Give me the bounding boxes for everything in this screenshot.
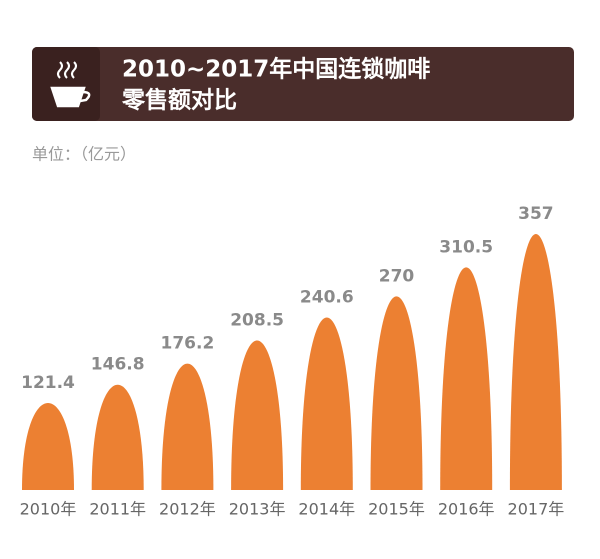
x-tick-label: 2011年 (89, 500, 146, 519)
x-tick-label: 2017年 (508, 500, 565, 519)
value-label: 208.5 (230, 310, 284, 330)
unit-label: 单位：（亿元） (32, 145, 136, 164)
x-tick-label: 2016年 (438, 500, 495, 519)
value-label: 121.4 (21, 373, 75, 393)
x-tick-label: 2010年 (20, 500, 77, 519)
x-tick-label: 2015年 (368, 500, 425, 519)
chart-title: 零售额对比 (121, 87, 237, 114)
bar (300, 317, 353, 490)
header-bar (32, 47, 574, 121)
chart-title: 2010~2017年中国连锁咖啡 (122, 56, 430, 83)
value-label: 146.8 (91, 355, 145, 375)
bar (440, 267, 493, 490)
x-tick-label: 2014年 (298, 500, 355, 519)
value-label: 176.2 (161, 334, 215, 354)
icon-box (32, 47, 100, 121)
value-label: 357 (518, 204, 554, 224)
x-tick-label: 2012年 (159, 500, 216, 519)
value-label: 270 (379, 266, 415, 286)
bar (231, 340, 284, 490)
bar (22, 402, 74, 490)
value-label: 240.6 (300, 287, 354, 307)
coffee-icon (50, 61, 91, 108)
bar (161, 363, 214, 490)
bar (91, 384, 144, 490)
bar (370, 296, 423, 490)
bar (509, 234, 562, 490)
x-tick-label: 2013年 (229, 500, 286, 519)
value-label: 310.5 (439, 237, 493, 257)
